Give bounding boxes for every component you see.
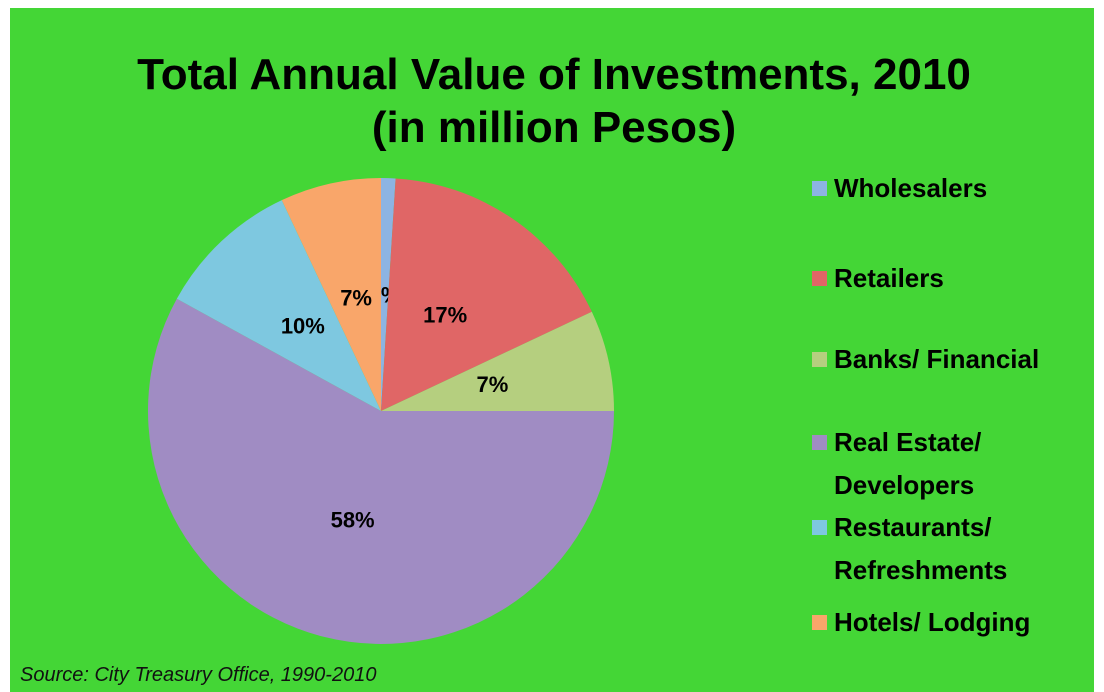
legend-swatch bbox=[812, 352, 827, 367]
legend-item: Real Estate/ Developers bbox=[812, 427, 1082, 507]
legend-label: Real Estate/ Developers bbox=[834, 427, 982, 500]
legend-item: Restaurants/ Refreshments bbox=[812, 512, 1082, 592]
legend-item: Hotels/ Lodging bbox=[812, 607, 1082, 644]
legend-swatch bbox=[812, 520, 827, 535]
source-note: Source: City Treasury Office, 1990-2010 bbox=[20, 664, 377, 686]
legend-label: Restaurants/ Refreshments bbox=[834, 512, 1008, 585]
legend-label: Retailers bbox=[834, 263, 944, 293]
legend-swatch bbox=[812, 181, 827, 196]
pie-slice bbox=[176, 200, 381, 411]
legend-item: Retailers bbox=[812, 263, 1082, 300]
pie-slice bbox=[381, 178, 396, 411]
legend-label: Banks/ Financial bbox=[834, 344, 1040, 374]
legend-item: Wholesalers bbox=[812, 173, 1082, 210]
data-label: 10% bbox=[281, 314, 325, 339]
legend-item: Banks/ Financial bbox=[812, 344, 1082, 381]
legend-swatch bbox=[812, 435, 827, 450]
chart-title: Total Annual Value of Investments, 2010 … bbox=[137, 50, 971, 152]
data-label: 7% bbox=[477, 372, 509, 397]
pie-slice bbox=[381, 311, 614, 411]
data-label: 58% bbox=[331, 507, 375, 532]
legend-swatch bbox=[812, 615, 827, 630]
data-label: 17% bbox=[423, 302, 467, 327]
pie-slice bbox=[281, 178, 381, 411]
legend-label: Wholesalers bbox=[834, 173, 988, 203]
legend-label: Hotels/ Lodging bbox=[834, 607, 1031, 637]
legend-swatch bbox=[812, 271, 827, 286]
pie-slice bbox=[381, 178, 592, 411]
pie-slice bbox=[147, 298, 615, 644]
data-label: 7% bbox=[340, 285, 372, 310]
